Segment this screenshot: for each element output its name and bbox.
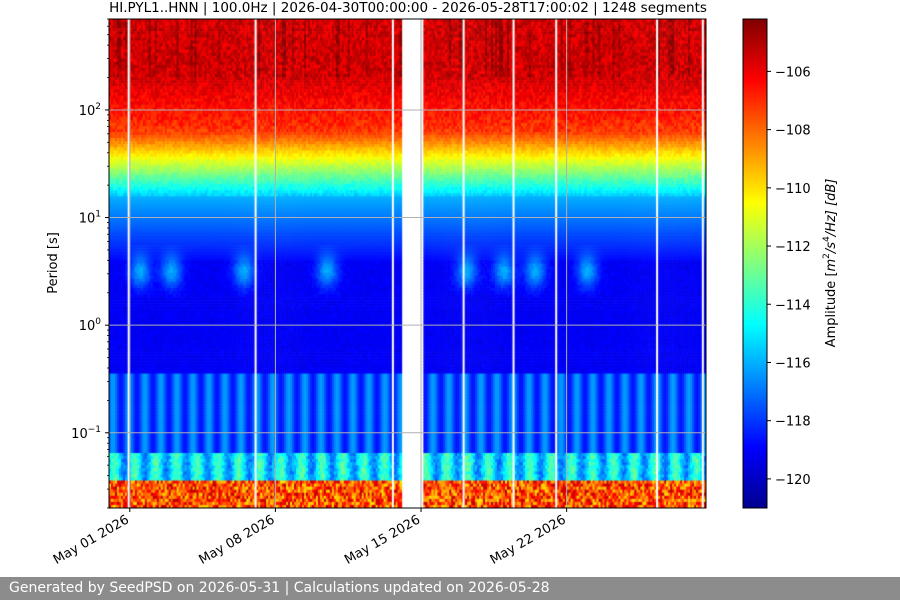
colorbar-label-mid: /s <box>824 242 839 254</box>
x-axis-ticks: May 01 2026 May 08 2026 May 15 2026 May 22 … <box>51 508 569 568</box>
y-tick-label: 10−1 <box>71 425 101 442</box>
y-tick-base: 10 <box>79 104 96 119</box>
colorbar-tick-label: −110 <box>775 182 811 197</box>
colorbar-tick-label: −112 <box>775 240 811 255</box>
spectrogram-image <box>109 19 706 508</box>
y-tick-exponent: 1 <box>95 210 101 220</box>
y-tick-exponent: 0 <box>95 317 101 327</box>
y-tick-label: 101 <box>79 210 101 227</box>
colorbar-tick-label: −106 <box>775 65 811 80</box>
grid-lines <box>109 19 706 508</box>
x-tick-label: May 22 2026 <box>488 512 569 567</box>
colorbar-tick-label: −120 <box>775 473 811 488</box>
colorbar-label-sup2: 4 <box>822 236 832 242</box>
footer-text: Generated by SeedPSD on 2026-05-31 | Cal… <box>9 580 550 596</box>
footer-bar: Generated by SeedPSD on 2026-05-31 | Cal… <box>0 577 900 600</box>
y-tick-exponent: −1 <box>88 425 101 435</box>
colorbar-ticks: −106 −108 −110 −112 −114 −116 −118 −120 <box>767 65 811 488</box>
colorbar <box>742 18 768 509</box>
y-tick-exponent: 2 <box>95 102 101 112</box>
colorbar-tick-label: −116 <box>775 356 811 371</box>
chart-title: HI.PYL1..HNN | 100.0Hz | 2026-04-30T00:0… <box>109 0 707 16</box>
colorbar-tick-label: −118 <box>775 415 811 430</box>
y-tick-base: 10 <box>79 319 96 334</box>
y-axis-label: Period [s] <box>46 232 61 294</box>
x-tick-label: May 08 2026 <box>196 512 277 567</box>
colorbar-label-unit: m <box>824 259 839 272</box>
y-tick-base: 10 <box>79 212 96 227</box>
colorbar-label-end: /Hz] [dB] <box>824 179 839 238</box>
x-tick-label: May 01 2026 <box>51 512 132 567</box>
y-tick-label: 102 <box>79 102 101 119</box>
plot-frame <box>108 18 707 509</box>
y-tick-label: 100 <box>79 317 102 334</box>
colorbar-label-prefix: Amplitude [ <box>824 271 839 347</box>
colorbar-label: Amplitude [m2/s4/Hz] [dB] <box>822 179 839 348</box>
colorbar-tick-label: −114 <box>775 298 811 313</box>
colorbar-tick-label: −108 <box>775 124 811 139</box>
y-tick-base: 10 <box>71 427 88 442</box>
colorbar-label-sup1: 2 <box>822 253 832 259</box>
x-tick-label: May 15 2026 <box>342 512 423 567</box>
plot-area <box>109 19 706 508</box>
